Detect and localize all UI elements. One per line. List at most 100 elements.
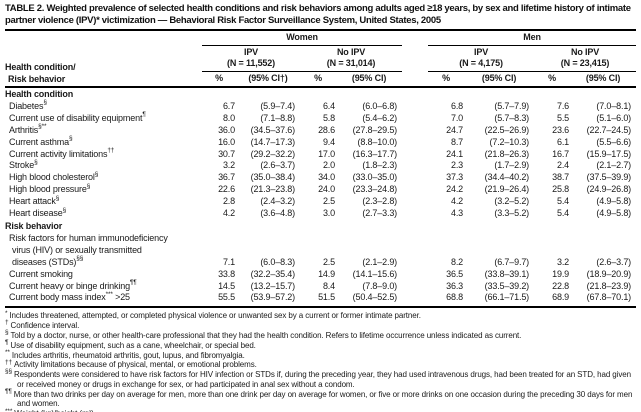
measure-header-row: % (95% CI†) % (95% CI) % (95% CI) % (95%… xyxy=(5,71,637,88)
ci-value: (6.7–9.7) xyxy=(494,256,530,267)
row-label: Diabetes§ xyxy=(5,100,202,113)
col-header-women-ipv: IPV (N = 11,552) xyxy=(202,45,300,72)
percent-value: 33.8 xyxy=(218,268,235,279)
section-header: Risk behavior xyxy=(5,220,63,231)
column-gap xyxy=(402,101,428,113)
percent-value: 2.4 xyxy=(556,160,570,171)
percent-value: 2.5 xyxy=(322,196,335,207)
table-title: TABLE 2. Weighted prevalence of selected… xyxy=(5,3,636,31)
row-label-text: Risk factors for human immunodeficiency xyxy=(9,232,168,243)
row-label: Current activity limitations†† xyxy=(5,147,202,161)
percent-value: 7.1 xyxy=(222,256,235,267)
group-header-women: Women xyxy=(202,32,403,46)
row-label-text: Current heavy or binge drinking xyxy=(9,280,130,291)
row-label-text: Current asthma xyxy=(9,136,69,147)
footnote-marker: *** xyxy=(5,407,13,412)
row-label: Heart disease§ xyxy=(5,207,202,220)
ci-value: (67.8–70.1) xyxy=(570,292,637,309)
footnote-text: Includes arthritis, rheumatoid arthritis… xyxy=(11,350,245,360)
row-label-text: Heart attack xyxy=(9,196,56,207)
percent-value: 37.3 xyxy=(446,172,464,183)
ci-value: (2.7–3.3) xyxy=(362,208,398,219)
row-label: Current body mass index*** >25 xyxy=(5,290,202,309)
row-label: Risk factors for human immunodeficiency v… xyxy=(5,233,202,269)
percent-value: 24.7 xyxy=(446,124,464,135)
percent-value: 7.6 xyxy=(556,100,570,111)
ci-value: (4.9–5.8) xyxy=(596,208,632,219)
percent-value: 3.2 xyxy=(556,256,570,267)
footnote-text: Weight (kg)/height (m²). xyxy=(14,409,96,412)
footnote-text: Includes threatened, attempted, or compl… xyxy=(9,311,421,321)
footnote-marker: †† xyxy=(5,358,13,366)
footnote-marker: *** xyxy=(105,290,113,298)
ci-value: (15.9–17.5) xyxy=(586,148,632,159)
percent-value: 7.0 xyxy=(450,112,464,123)
percent-value: 8.2 xyxy=(450,256,464,267)
row-label-suffix: >25 xyxy=(112,292,130,303)
percent-value: 36.5 xyxy=(446,268,464,279)
percent-value: 55.5 xyxy=(202,292,236,309)
ci-value: (3.2–5.2) xyxy=(494,196,530,207)
percent-value: 36.7 xyxy=(218,172,235,183)
footnote-marker: §§ xyxy=(76,255,84,263)
row-label-text: Current body mass index xyxy=(9,292,106,303)
ci-value: (66.1–71.5) xyxy=(464,292,535,309)
percent-value: 17.0 xyxy=(318,148,335,159)
ci-value: (5.1–6.0) xyxy=(596,112,632,123)
table-row: Arthritis§** 36.0 (34.5–37.6) 28.6 (27.8–29.… xyxy=(5,123,636,137)
percent-value: 24.2 xyxy=(446,184,464,195)
footnote-marker: § xyxy=(68,135,73,143)
row-label-text: High blood cholesterol xyxy=(9,172,95,183)
ci-value: (21.8–26.3) xyxy=(484,148,530,159)
table-row: Stroke§ 3.2 (2.6–3.7) 2.0 (1.8–2.3) 2.3 (1.7–2… xyxy=(5,159,636,172)
percent-value: 6.1 xyxy=(556,136,570,147)
percent-value: 2.8 xyxy=(222,196,235,207)
percent-value: 5.5 xyxy=(556,112,570,123)
percent-value: 36.0 xyxy=(218,124,235,135)
row-label-text: Heart disease xyxy=(9,208,63,219)
table-row: Current asthma§ 16.0 (14.7–17.3) 9.4 (8.8–10… xyxy=(5,135,636,149)
row-label: Heart attack§ xyxy=(5,194,202,208)
percent-value: 16.7 xyxy=(552,148,570,159)
table-row: Current body mass index*** >25 55.5 (53.9–… xyxy=(5,290,637,309)
row-label: Current asthma§ xyxy=(5,135,202,149)
table-header: Health condition/ Risk behavior Women Me… xyxy=(5,32,637,88)
ci-value: (18.9–20.9) xyxy=(586,268,632,279)
percent-value: 19.9 xyxy=(552,268,570,279)
ci-header: (95% CI†) xyxy=(236,71,300,88)
percent-value: 9.4 xyxy=(322,136,335,147)
column-gap xyxy=(402,184,428,196)
percent-value: 3.2 xyxy=(222,160,235,171)
ci-value: (2.6–3.7) xyxy=(596,256,632,267)
ci-value: (33.8–39.1) xyxy=(484,268,530,279)
row-label: Arthritis§** xyxy=(5,123,202,137)
ci-value: (6.0–6.8) xyxy=(362,100,398,111)
ci-value: (5.4–6.2) xyxy=(362,112,398,123)
percent-value: 5.4 xyxy=(556,196,570,207)
ci-value: (21.8–23.9) xyxy=(586,280,632,291)
group-header-row: Health condition/ Risk behavior Women Me… xyxy=(5,32,637,88)
ci-value: (14.7–17.3) xyxy=(250,136,296,147)
ci-header: (95% CI) xyxy=(570,71,637,88)
percent-value: 4.2 xyxy=(222,208,235,219)
row-label: Current smoking xyxy=(5,269,202,281)
footnote-marker: § xyxy=(55,194,60,202)
ci-value: (2.3–2.8) xyxy=(362,196,398,207)
percent-value: 68.9 xyxy=(534,292,571,309)
row-label: Stroke§ xyxy=(5,159,202,172)
ci-value: (7.8–9.0) xyxy=(362,280,398,291)
row-label-text: High blood pressure xyxy=(9,184,87,195)
percent-value: 6.4 xyxy=(322,100,335,111)
row-label-header: Health condition/ Risk behavior xyxy=(5,32,202,88)
footnote-text: Told by a doctor, nurse, or other health… xyxy=(10,330,522,340)
footnote-text: Activity limitations because of physical… xyxy=(14,360,257,370)
percent-value: 2.3 xyxy=(450,160,464,171)
row-label-text: Arthritis xyxy=(9,124,39,135)
percent-value: 14.9 xyxy=(318,268,335,279)
section-header: Health condition xyxy=(5,89,74,99)
percent-value: 28.6 xyxy=(318,124,335,135)
column-gap xyxy=(402,196,428,208)
percent-value: 6.7 xyxy=(222,100,235,111)
col-header-n: (N = 4,175) xyxy=(459,58,503,68)
footnote-text: Respondents were considered to have risk… xyxy=(14,370,631,389)
